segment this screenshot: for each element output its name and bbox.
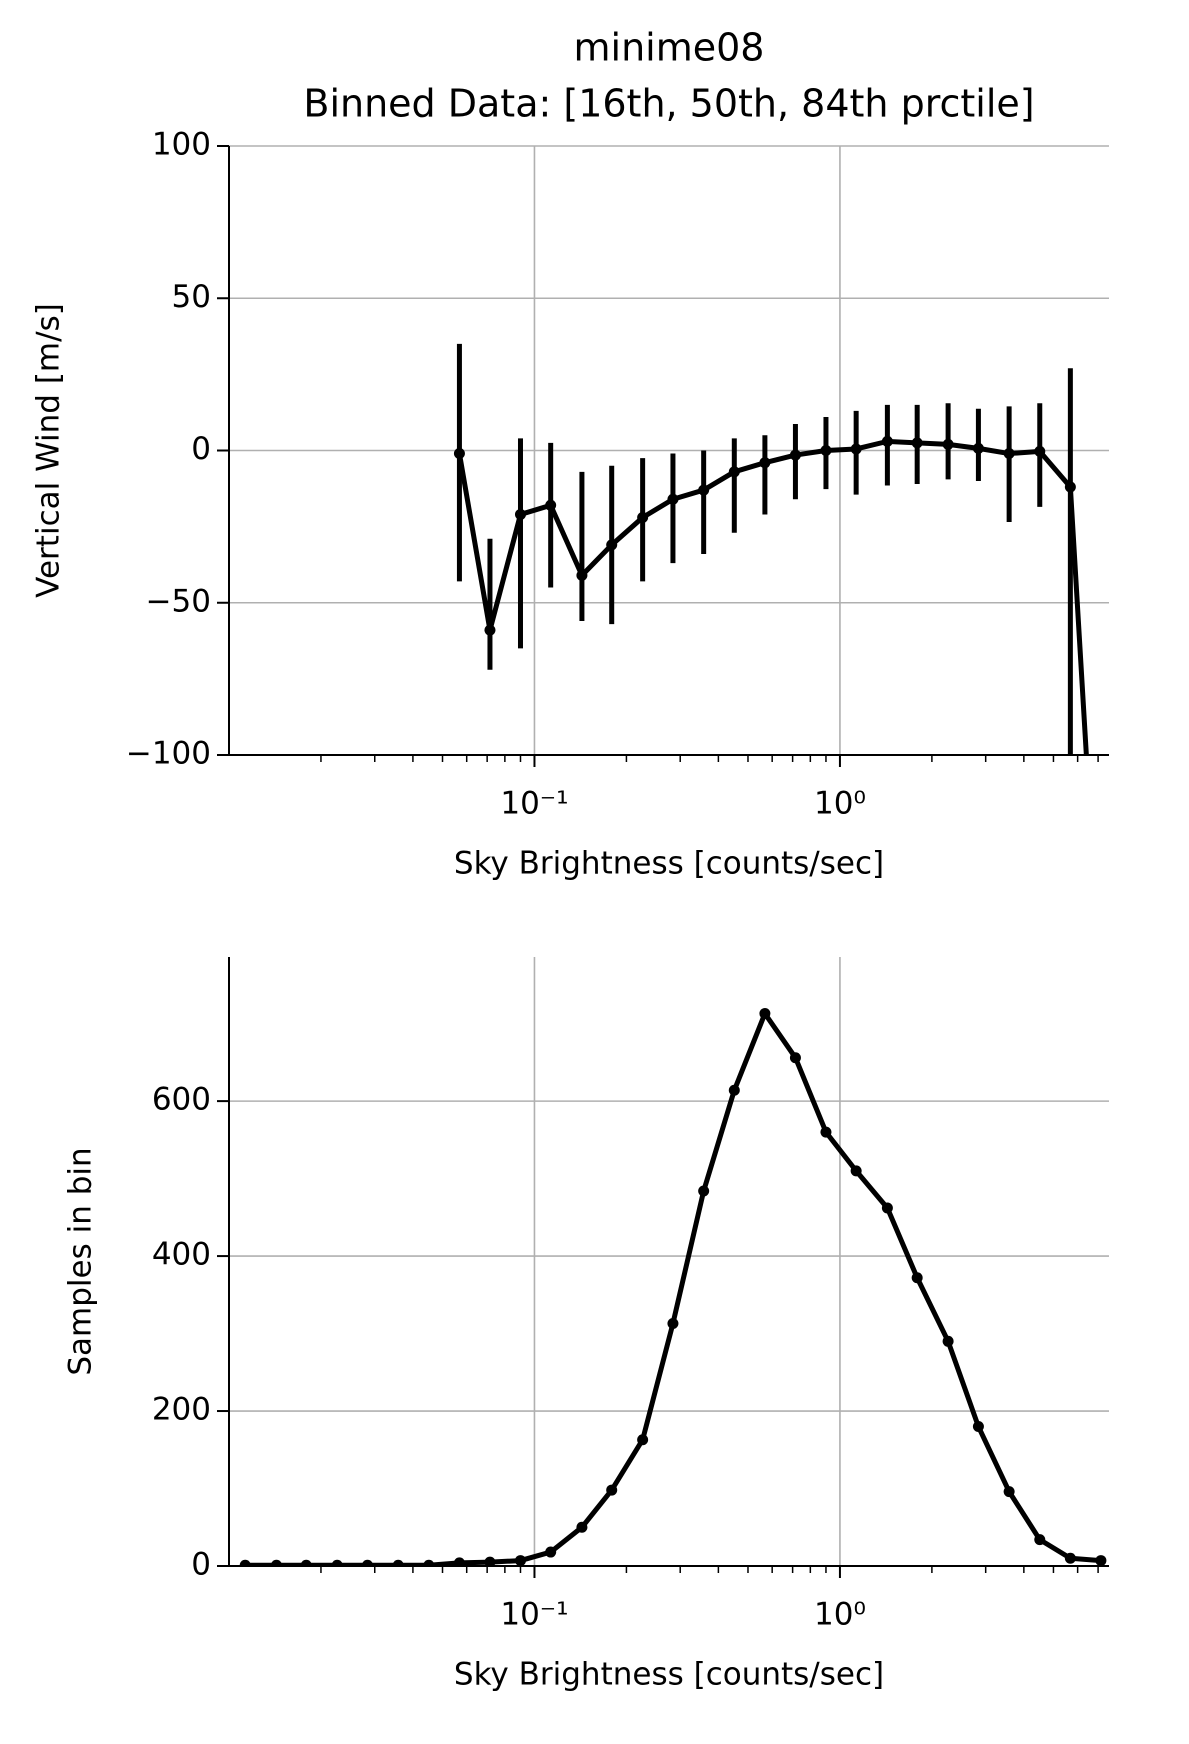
point xyxy=(361,1559,373,1566)
point xyxy=(545,499,557,511)
x-tick-label: 10⁰ xyxy=(814,1597,866,1633)
y-tick-label: 50 xyxy=(172,279,211,315)
point xyxy=(484,1556,496,1566)
point xyxy=(911,437,923,449)
point xyxy=(423,1559,435,1566)
point xyxy=(881,1202,893,1214)
point xyxy=(850,443,862,455)
y-tick-label: 100 xyxy=(152,127,211,163)
chart-title: minime08 xyxy=(574,26,765,70)
point xyxy=(698,484,710,496)
point xyxy=(881,435,893,447)
point xyxy=(942,1335,954,1347)
point xyxy=(484,624,496,636)
plot-area xyxy=(453,343,1106,1004)
point xyxy=(1034,1534,1046,1546)
point xyxy=(606,1484,618,1496)
point xyxy=(972,1421,984,1433)
point xyxy=(514,508,526,520)
point xyxy=(270,1559,282,1566)
line xyxy=(456,438,1089,755)
point xyxy=(1095,993,1106,1004)
point xyxy=(514,1555,526,1566)
point xyxy=(820,1126,832,1138)
y-tick-label: 600 xyxy=(152,1082,211,1118)
y-tick-label: 0 xyxy=(191,431,211,467)
x-tick-label: 10⁻¹ xyxy=(500,786,568,822)
point xyxy=(576,569,588,581)
point xyxy=(972,442,984,454)
point xyxy=(850,1165,862,1177)
point xyxy=(942,438,954,450)
y-tick-label: 200 xyxy=(152,1392,211,1428)
point xyxy=(911,1272,923,1284)
x-tick-label: 10⁻¹ xyxy=(500,1597,568,1633)
y-axis-label: Samples in bin xyxy=(63,1147,99,1375)
point xyxy=(1064,481,1076,493)
point xyxy=(606,539,618,551)
point xyxy=(1095,1555,1107,1566)
point xyxy=(1003,448,1015,460)
point xyxy=(392,1559,404,1566)
point xyxy=(667,493,679,505)
point xyxy=(728,1084,740,1096)
y-tick-label: −100 xyxy=(126,736,211,772)
point xyxy=(820,445,832,456)
point xyxy=(637,511,649,523)
x-tick-label: 10⁰ xyxy=(814,786,866,822)
point xyxy=(637,1434,649,1446)
point xyxy=(759,1008,771,1020)
y-tick-label: 400 xyxy=(152,1237,211,1273)
point xyxy=(453,448,465,460)
point xyxy=(789,449,801,461)
y-tick-label: 0 xyxy=(191,1547,211,1583)
point xyxy=(1003,1486,1015,1498)
point xyxy=(1034,445,1046,457)
point xyxy=(759,457,771,469)
point xyxy=(239,1559,251,1566)
point xyxy=(453,1557,465,1566)
point xyxy=(576,1521,588,1533)
point xyxy=(728,466,740,478)
point xyxy=(667,1317,679,1329)
point xyxy=(698,1185,710,1197)
x-axis-label: Sky Brightness [counts/sec] xyxy=(454,1657,884,1693)
point xyxy=(1064,1552,1076,1564)
point xyxy=(331,1559,343,1566)
y-axis-label: Vertical Wind [m/s] xyxy=(31,303,67,598)
chart-subtitle: Binned Data: [16th, 50th, 84th prctile] xyxy=(303,82,1034,126)
point xyxy=(789,1052,801,1064)
point xyxy=(545,1546,557,1558)
line xyxy=(245,1011,1102,1566)
point xyxy=(300,1559,312,1566)
y-tick-label: −50 xyxy=(146,583,211,619)
plot-area xyxy=(239,1008,1107,1566)
x-axis-label: Sky Brightness [counts/sec] xyxy=(454,846,884,882)
